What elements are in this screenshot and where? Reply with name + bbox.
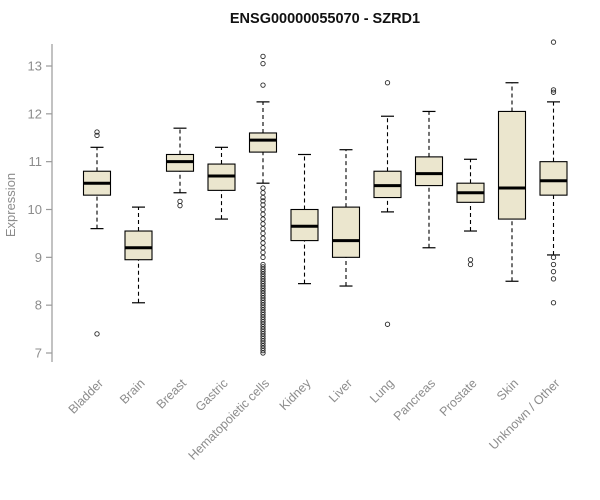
outlier-point xyxy=(260,254,266,260)
y-tick-label: 9 xyxy=(35,250,42,265)
outlier-point xyxy=(260,221,266,227)
plot-area: 7 8 9 10 11 12 13 Bladder Brain Breast GastricHema… xyxy=(28,39,568,463)
iqr-box xyxy=(414,156,444,187)
box-liver: Liver xyxy=(326,149,361,405)
outlier-point xyxy=(260,190,266,196)
box-breast: Breast xyxy=(154,127,195,412)
outlier-point xyxy=(550,300,557,306)
outlier-point xyxy=(260,185,266,191)
outlier-point xyxy=(260,216,266,222)
box-lung: Lung xyxy=(367,80,402,406)
x-tick-label: Kidney xyxy=(277,376,314,413)
outlier-point xyxy=(260,225,266,232)
chart-title: ENSG00000055070 - SZRD1 xyxy=(230,11,420,27)
outlier-point xyxy=(550,39,557,45)
y-tick-label: 10 xyxy=(28,202,42,217)
outlier-point xyxy=(550,261,557,268)
box-gastric: Gastric xyxy=(193,146,236,414)
outlier-point xyxy=(467,261,474,268)
x-tick-label: Unknown / Other xyxy=(486,376,562,452)
iqr-box xyxy=(248,132,278,153)
outlier-point xyxy=(260,347,266,354)
box-kidney: Kidney xyxy=(277,153,319,413)
box-pancreas: Pancreas xyxy=(391,110,444,423)
x-tick-label: Breast xyxy=(154,376,190,412)
iqr-box xyxy=(331,206,361,258)
outlier-point xyxy=(550,254,557,260)
outlier-point xyxy=(260,230,266,237)
x-tick-label: Prostate xyxy=(437,376,480,419)
outlier-point xyxy=(550,276,557,282)
outlier-point xyxy=(260,245,266,251)
x-tick-label: Brain xyxy=(117,376,148,407)
outlier-point xyxy=(260,194,266,201)
x-tick-label: Gastric xyxy=(193,376,231,414)
outlier-point xyxy=(260,350,266,356)
outlier-point xyxy=(94,132,100,139)
iqr-box xyxy=(539,161,568,196)
y-axis-label: Expression xyxy=(3,173,18,237)
outlier-point xyxy=(260,249,266,256)
x-tick-label: Liver xyxy=(326,376,355,405)
outlier-point xyxy=(260,53,266,60)
x-tick-label: Lung xyxy=(367,376,397,406)
outlier-point xyxy=(260,211,266,217)
outlier-point xyxy=(177,198,183,205)
y-tick-label: 11 xyxy=(29,154,43,169)
x-tick-label: Pancreas xyxy=(391,376,438,423)
outlier-point xyxy=(384,80,391,86)
outlier-point xyxy=(177,203,183,209)
outlier-point xyxy=(260,206,266,213)
outlier-point xyxy=(94,331,100,337)
outlier-point xyxy=(260,198,266,204)
x-tick-label: Bladder xyxy=(66,376,106,416)
outlier-point xyxy=(467,257,474,263)
outlier-point xyxy=(550,269,557,275)
box-brain: Brain xyxy=(117,206,153,407)
y-tick-label: 7 xyxy=(35,346,42,361)
outlier-point xyxy=(550,87,557,93)
x-tick-label: Skin xyxy=(494,376,521,403)
y-tick-label: 13 xyxy=(28,59,42,74)
box-prostate: Prostate xyxy=(437,158,485,419)
box-skin: Skin xyxy=(494,82,527,403)
outlier-point xyxy=(260,82,266,88)
outlier-point xyxy=(94,129,100,135)
y-tick-label: 12 xyxy=(28,106,42,121)
iqr-box xyxy=(124,230,153,261)
outlier-point xyxy=(384,321,391,327)
outlier-point xyxy=(260,235,266,241)
y-tick-label: 8 xyxy=(35,298,42,313)
outlier-point xyxy=(260,240,266,246)
x-tick-label: Hematopoietic cells xyxy=(186,376,273,463)
iqr-box xyxy=(497,110,527,220)
box-bladder: Bladder xyxy=(66,129,112,417)
outlier-point xyxy=(550,89,557,95)
outlier-point xyxy=(260,60,266,67)
